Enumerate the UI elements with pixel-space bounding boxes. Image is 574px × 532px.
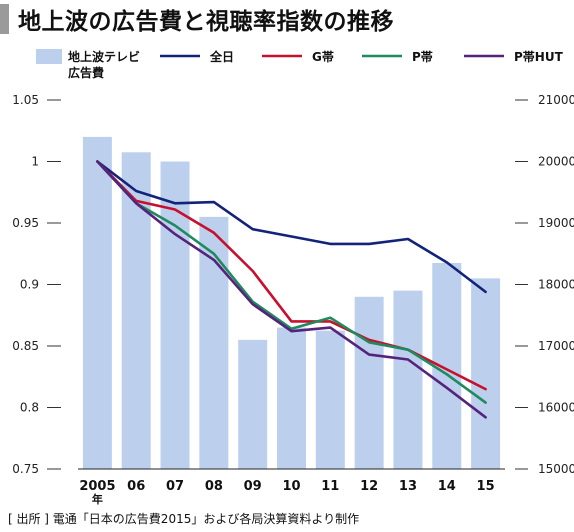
right-tick-label: 21000 [538, 93, 574, 107]
legend-label-series-1: 全日 [209, 49, 234, 64]
chart-title: 地上波の広告費と視聴率指数の推移 [18, 9, 394, 35]
legend-label-bars: 地上波テレビ広告費 [68, 49, 140, 80]
bar-2005 [82, 136, 112, 469]
left-tick-label: 0.8 [20, 401, 39, 415]
bar-11 [315, 330, 345, 469]
x-tick-label: 11 [321, 479, 339, 494]
right-tick-label: 15000 [538, 462, 574, 476]
x-tick-label: 09 [244, 479, 262, 494]
left-tick-label: 0.9 [20, 278, 39, 292]
x-tick-label: 13 [399, 479, 417, 494]
series-line-3 [96, 160, 487, 404]
right-tick-label: 16000 [538, 401, 574, 415]
bar-07 [160, 161, 190, 469]
bar-09 [238, 339, 268, 469]
bar-group [82, 136, 501, 469]
x-tick-label: 15 [477, 479, 495, 494]
x-tick-label: 07 [166, 479, 184, 494]
x-tick-label: 06 [127, 479, 145, 494]
source-note: [ 出所 ] 電通「日本の広告費2015」および各局決算資料より制作 [8, 512, 360, 526]
bar-12 [354, 296, 384, 469]
legend-label-series-4: P帯HUT [514, 49, 564, 64]
x-tick-label: 14 [438, 479, 456, 494]
legend: 地上波テレビ広告費 全日 G帯 P帯 P帯HUT [36, 49, 564, 80]
series-line-4 [96, 160, 487, 419]
bar-10 [277, 327, 306, 469]
bar-13 [393, 290, 423, 469]
right-tick-label: 18000 [538, 278, 574, 292]
legend-label-series-3: P帯 [412, 49, 433, 64]
right-tick-label: 17000 [538, 339, 574, 353]
series-line-2 [96, 160, 487, 391]
right-tick-label: 19000 [538, 216, 574, 230]
title-accent-bar [0, 4, 9, 34]
right-axis: 15000 16000 17000 18000 19000 20000 21000 [515, 93, 574, 476]
bar-15 [471, 278, 501, 469]
line-group [96, 160, 487, 419]
left-tick-label: 0.85 [12, 339, 39, 353]
legend-label-series-2: G帯 [312, 49, 334, 64]
bar-06 [121, 152, 151, 469]
bar-14 [432, 262, 462, 469]
x-tick-label: 08 [205, 479, 223, 494]
left-axis: 0.75 0.8 0.85 0.9 0.95 1 1.05 [12, 93, 61, 476]
left-tick-label: 1 [31, 155, 39, 169]
left-tick-label: 0.75 [12, 462, 39, 476]
left-tick-label: 1.05 [12, 93, 39, 107]
x-tick-label: 2005 [79, 479, 115, 494]
x-tick-label: 12 [360, 479, 378, 494]
legend-swatch-bars [36, 49, 62, 64]
x-tick-sublabel: 年 [92, 492, 103, 506]
series-line-1 [96, 160, 487, 294]
left-tick-label: 0.95 [12, 216, 39, 230]
x-tick-label: 10 [282, 479, 300, 494]
right-tick-label: 20000 [538, 155, 574, 169]
